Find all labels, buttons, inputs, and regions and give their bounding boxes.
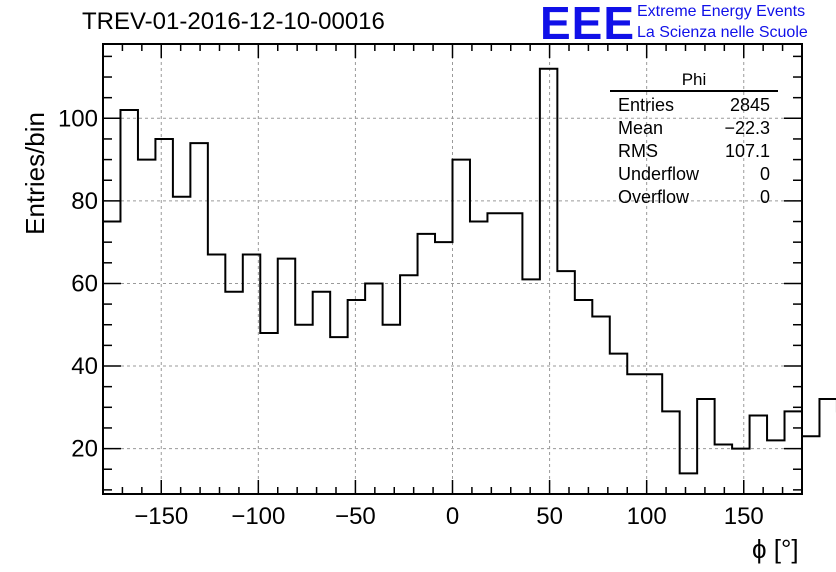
stats-value: 107.1 <box>724 141 770 161</box>
histogram-bin <box>802 436 819 494</box>
stats-row: Mean −22.3 <box>610 117 778 140</box>
histogram-bin <box>313 292 330 494</box>
axis-ticks <box>102 44 803 494</box>
y-tick-label: 80 <box>71 188 98 215</box>
histogram-bin <box>715 444 732 494</box>
histogram-bin <box>785 411 802 494</box>
histogram-bin <box>225 292 242 494</box>
stats-label: RMS <box>618 141 658 161</box>
histogram-bin <box>208 255 225 494</box>
histogram-bin <box>540 69 557 494</box>
x-tick-label: −50 <box>335 503 376 530</box>
stats-label: Mean <box>618 118 664 138</box>
stats-divider <box>610 90 778 92</box>
histogram-bin <box>767 440 784 494</box>
histogram-step-line <box>102 67 836 494</box>
histogram-bin <box>522 279 539 494</box>
stats-row: Underflow 0 <box>610 163 778 186</box>
histogram-bin <box>365 283 382 494</box>
histogram-bin <box>610 354 627 494</box>
stats-row: RMS 107.1 <box>610 140 778 163</box>
histogram-bin <box>435 242 452 494</box>
histogram-bin <box>680 473 697 494</box>
histogram-bin <box>505 213 522 494</box>
histogram-bin <box>295 325 312 494</box>
histogram-bin <box>627 374 644 494</box>
histogram-bin <box>470 222 487 494</box>
grid-layer <box>103 44 802 494</box>
histogram-bin <box>819 399 836 494</box>
stats-label: Overflow <box>618 187 690 207</box>
y-tick-label: 60 <box>71 270 98 297</box>
histogram-bin <box>487 213 504 494</box>
histogram-bin <box>645 374 662 494</box>
stats-label: Underflow <box>618 164 700 184</box>
x-tick-label: 100 <box>627 503 667 530</box>
y-tick-label: 100 <box>58 105 98 132</box>
histogram-bin <box>348 300 365 494</box>
histogram-bin <box>662 411 679 494</box>
logo-line-1: Extreme Energy Events <box>637 3 806 20</box>
stats-row: Entries 2845 <box>610 94 778 117</box>
histogram-bin <box>190 143 207 494</box>
x-tick-label: 50 <box>536 503 563 530</box>
histogram-bin <box>278 259 295 494</box>
histogram-bin <box>138 160 155 494</box>
histogram-bin <box>330 337 347 494</box>
x-tick-label: −150 <box>134 503 188 530</box>
x-tick-label: 150 <box>724 503 764 530</box>
x-axis-label: ϕ [°] <box>752 534 799 564</box>
eee-logo: EEE <box>540 0 636 49</box>
stats-value: 2845 <box>729 95 770 115</box>
chart-title: TREV-01-2016-12-10-00016 <box>82 8 385 35</box>
histogram-bin <box>418 234 435 494</box>
histogram-bin <box>243 255 260 494</box>
histogram-bin <box>592 316 609 494</box>
histogram-bin <box>732 449 749 494</box>
y-axis-label: Entries/bin <box>20 112 50 235</box>
stats-row: Overflow 0 <box>610 186 778 209</box>
stats-value: 0 <box>759 164 770 184</box>
histogram-bin <box>557 271 574 494</box>
logo-line-2: La Scienza nelle Scuole <box>637 24 808 41</box>
histogram-bin <box>575 300 592 494</box>
histogram-bin <box>260 333 277 494</box>
histogram-bin <box>453 160 470 494</box>
histogram-bin <box>400 275 417 494</box>
histogram-bin <box>750 416 767 494</box>
stats-value: 0 <box>759 187 770 207</box>
histogram-bin <box>120 110 137 494</box>
y-tick-label: 20 <box>71 436 98 463</box>
histogram-bin <box>155 139 172 494</box>
histogram-bin <box>383 325 400 494</box>
x-tick-label: −100 <box>231 503 285 530</box>
histogram-bin <box>697 399 714 494</box>
histogram-bin <box>173 197 190 494</box>
stats-title: Phi <box>681 70 707 89</box>
y-tick-label: 40 <box>71 353 98 380</box>
x-tick-label: 0 <box>446 503 459 530</box>
tick-labels: −150 −100 −50 0 50 100 150 20 40 60 80 100 <box>58 105 764 530</box>
stats-label: Entries <box>618 95 675 115</box>
stats-value: −22.3 <box>724 118 770 138</box>
stats-box: Phi Entries 2845 Mean −22.3 RMS 107.1 Under… <box>610 70 778 209</box>
